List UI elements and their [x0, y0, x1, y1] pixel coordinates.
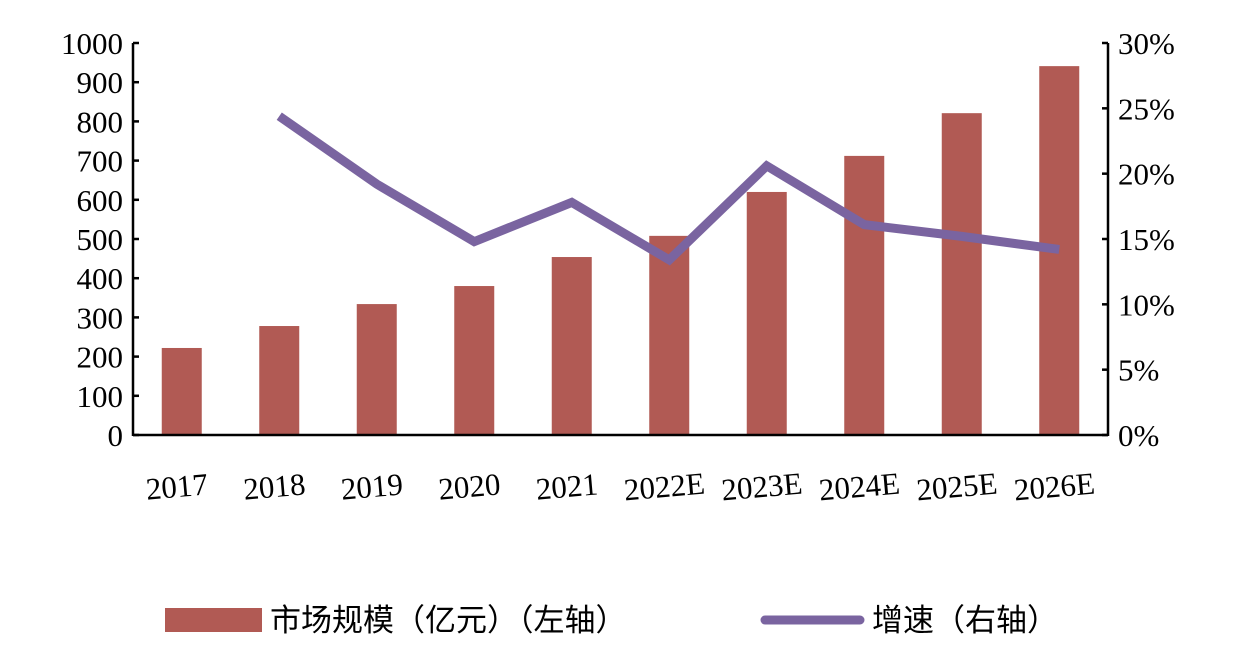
left-tick-label: 1000 [61, 26, 123, 61]
right-tick-label: 5% [1118, 353, 1159, 388]
x-tick-label: 2017 [144, 466, 209, 506]
bar-2023E [747, 192, 787, 435]
left-tick-label: 0 [108, 418, 124, 453]
x-tick-label: 2021 [534, 466, 599, 506]
bar-2020 [454, 286, 494, 435]
legend-label-line: 增速（右轴） [872, 603, 1058, 638]
left-tick-label: 200 [77, 340, 124, 375]
left-tick-label: 100 [77, 379, 124, 414]
bar-2022E [649, 236, 689, 435]
bar-2018 [259, 326, 299, 435]
x-tick-label: 2018 [242, 466, 307, 506]
left-tick-label: 900 [77, 65, 124, 100]
bar-2017 [162, 348, 202, 435]
legend-swatch-bar [165, 608, 262, 632]
x-tick-label: 2023E [720, 466, 804, 508]
x-tick-label: 2026E [1012, 466, 1096, 508]
x-tick-label: 2019 [339, 466, 404, 506]
right-tick-label: 30% [1118, 26, 1175, 61]
bar-2019 [357, 304, 397, 435]
legend-label-bar: 市场规模（亿元）（左轴） [270, 603, 627, 638]
right-tick-label: 15% [1118, 222, 1175, 257]
bar-2025E [942, 113, 982, 435]
bar-2024E [844, 156, 884, 435]
x-tick-label: 2025E [915, 466, 999, 508]
x-tick-label: 2024E [817, 466, 901, 508]
left-tick-label: 800 [77, 104, 124, 139]
left-tick-label: 500 [77, 222, 124, 257]
right-tick-label: 10% [1118, 287, 1175, 322]
right-tick-label: 0% [1118, 418, 1159, 453]
left-tick-label: 400 [77, 261, 124, 296]
left-tick-label: 700 [77, 144, 124, 179]
x-tick-label: 2022E [622, 466, 706, 508]
right-tick-label: 25% [1118, 91, 1175, 126]
left-tick-label: 600 [77, 183, 124, 218]
left-tick-label: 300 [77, 300, 124, 335]
x-tick-label: 2020 [437, 466, 502, 506]
right-tick-label: 20% [1118, 157, 1175, 192]
bar-2021 [552, 257, 592, 435]
